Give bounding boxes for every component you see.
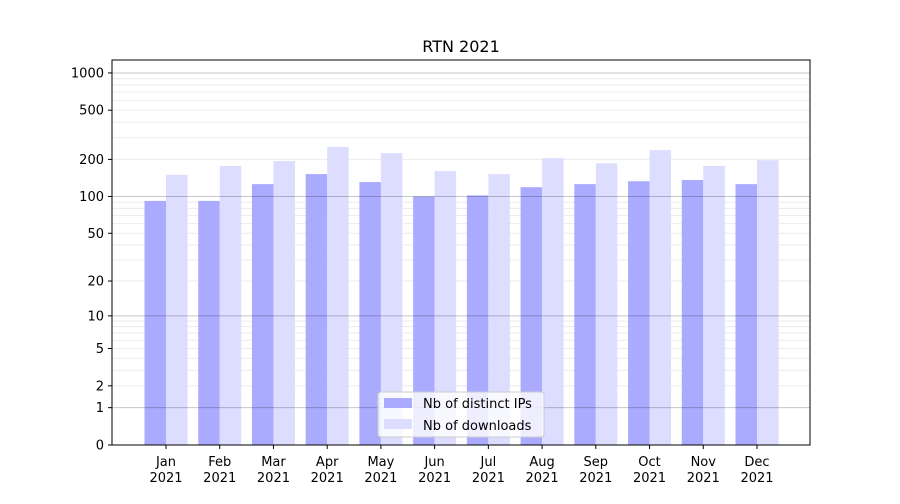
x-tick-label: Jan 2021: [149, 455, 182, 486]
y-tick-label: 0: [96, 439, 104, 454]
x-tick-label: Oct 2021: [633, 455, 666, 486]
plot-frame: [111, 59, 811, 446]
legend: Nb of distinct IPs Nb of downloads: [377, 391, 545, 438]
x-tick-label: Jun 2021: [418, 455, 451, 486]
x-tick-label: Aug 2021: [526, 455, 559, 486]
bar-downloads: [649, 150, 672, 445]
y-tick-label: 50: [87, 227, 104, 242]
bar-downloads: [434, 171, 457, 445]
bar-distinct-ips: [413, 196, 435, 445]
bar-distinct-ips: [520, 187, 543, 445]
bar-downloads: [219, 165, 242, 445]
y-tick-label: 500: [79, 104, 104, 119]
x-tick-label: Nov 2021: [687, 455, 720, 486]
bar-downloads: [703, 165, 725, 445]
x-axis: Jan 2021 Feb 2021 Mar 2021 Apr 2021 May 2021 Jun 20…: [149, 445, 774, 486]
x-tick-label: Mar 2021: [257, 455, 290, 486]
bar-downloads: [757, 160, 779, 446]
bar-distinct-ips: [359, 182, 381, 445]
x-tick-label: May 2021: [364, 455, 397, 486]
legend-box: [377, 391, 545, 438]
bar-downloads: [595, 163, 618, 446]
x-tick-label: Sep 2021: [579, 455, 612, 486]
bar-distinct-ips: [681, 180, 704, 446]
bar-distinct-ips: [735, 184, 757, 445]
bar-downloads: [488, 174, 510, 445]
y-tick-label: 1000: [71, 66, 104, 81]
legend-swatch-ips: [384, 398, 412, 408]
bar-distinct-ips: [305, 174, 328, 445]
chart-title: RTN 2021: [422, 37, 500, 56]
x-tick-label: Apr 2021: [311, 455, 344, 486]
legend-label-ips: Nb of distinct IPs: [423, 397, 532, 412]
bar-distinct-ips: [628, 181, 650, 445]
bar-downloads: [327, 147, 349, 445]
y-tick-label: 200: [79, 153, 104, 168]
y-tick-label: 10: [87, 309, 104, 324]
bar-distinct-ips: [574, 184, 596, 445]
bar-distinct-ips: [198, 200, 220, 445]
bar-downloads: [273, 161, 295, 445]
y-axis: 0 1 2 5 10 20 50 100 200 500 1000: [71, 66, 112, 454]
y-tick-label: 20: [87, 275, 104, 290]
x-tick-label: Dec 2021: [740, 455, 773, 486]
bar-distinct-ips: [144, 200, 166, 445]
bar-downloads: [542, 158, 564, 446]
bar-downloads: [166, 174, 188, 445]
y-tick-label: 100: [79, 190, 104, 205]
x-tick-label: Jul 2021: [472, 455, 505, 486]
y-tick-label: 2: [96, 379, 104, 394]
bar-distinct-ips: [466, 195, 489, 445]
bars: [144, 147, 779, 446]
y-tick-label: 1: [96, 401, 104, 416]
bar-downloads: [380, 153, 403, 445]
y-tick-label: 5: [96, 342, 104, 357]
legend-label-downloads: Nb of downloads: [423, 419, 532, 434]
legend-swatch-downloads: [384, 419, 412, 429]
bar-distinct-ips: [251, 184, 274, 445]
x-tick-label: Feb 2021: [203, 455, 236, 486]
